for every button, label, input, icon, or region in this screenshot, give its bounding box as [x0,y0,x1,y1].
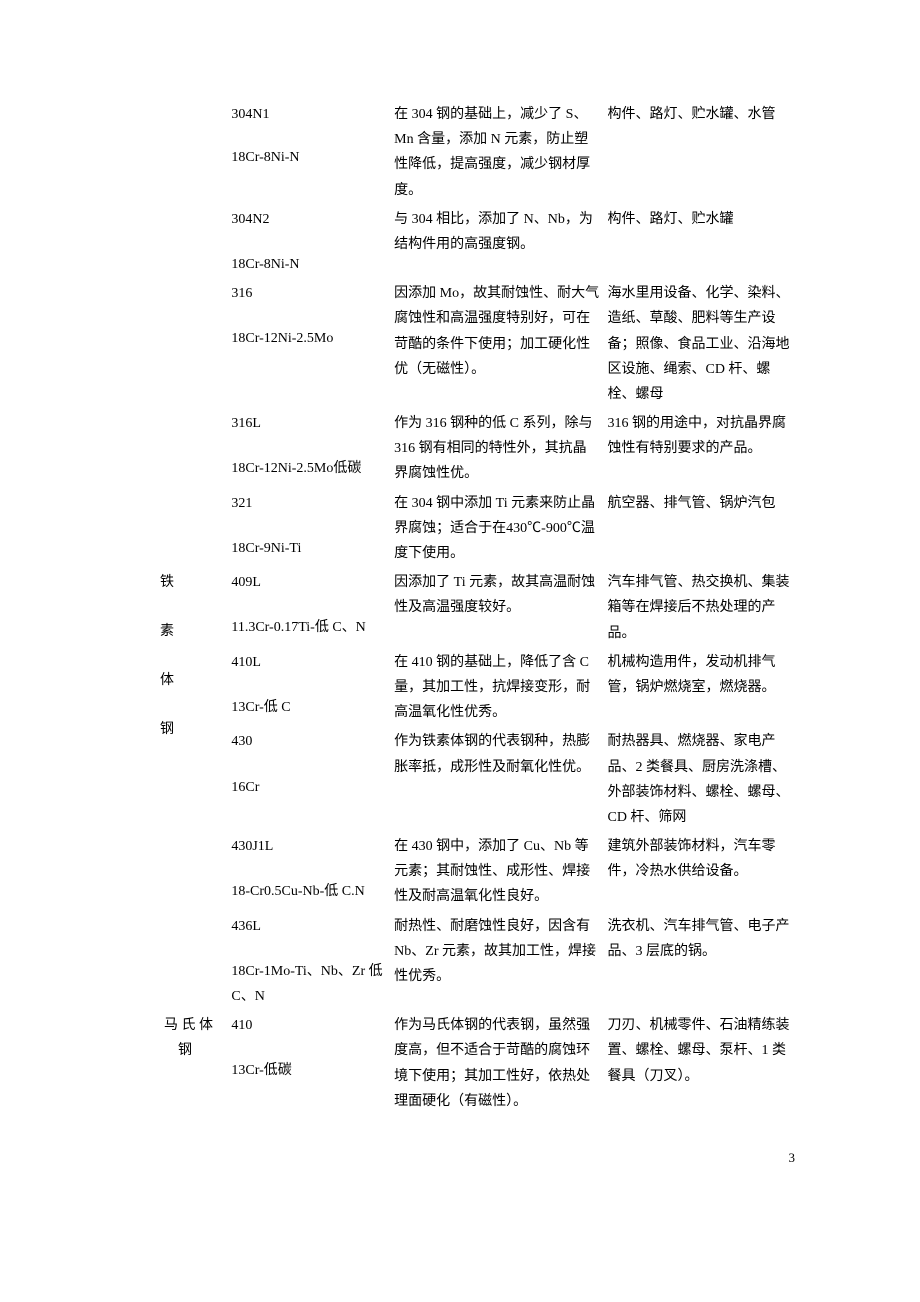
application-cell: 机械构造用件，发动机排气管，锅炉燃烧室，燃烧器。 [603,648,800,728]
characteristics-cell: 作为铁素体钢的代表钢种，热膨胀率抵，成形性及耐氧化性优。 [390,727,603,832]
application-cell: 海水里用设备、化学、染料、造纸、草酸、肥料等生产设备；照像、食品工业、沿海地区设… [603,279,800,409]
grade-cell: 410 13Cr-低碳 [227,1011,390,1116]
characteristics-cell: 因添加了 Ti 元素，故其高温耐蚀性及高温强度较好。 [390,568,603,648]
grade-cell: 316L 18Cr-12Ni-2.5Mo低碳 [227,409,390,489]
characteristics-cell: 作为马氏体钢的代表钢，虽然强度高，但不适合于苛酷的腐蚀环境下使用；其加工性好，依… [390,1011,603,1116]
application-cell: 洗衣机、汽车排气管、电子产品、3 层底的锅。 [603,912,800,1012]
grade-secondary: 18-Cr0.5Cu-Nb-低 C.N [231,879,386,904]
table-row: 321 18Cr-9Ni-Ti 在 304 钢中添加 Ti 元素来防止晶界腐蚀；… [160,489,800,569]
grade-secondary: 18Cr-12Ni-2.5Mo低碳 [231,456,386,481]
grade-cell: 304N1 18Cr-8Ni-N [227,100,390,205]
grade-primary: 430 [231,729,386,754]
table-row: 铁 素 体 钢 409L 11.3Cr-0.17Ti-低 C、N 因添加了 Ti… [160,568,800,648]
grade-primary: 316L [231,411,386,436]
category-cell [160,832,227,912]
category-label-ferritic: 铁 素 体 钢 [160,568,174,745]
table-row: 410L 13Cr-低 C 在 410 钢的基础上，降低了含 C 量，其加工性，… [160,648,800,728]
table-row: 304N1 18Cr-8Ni-N 在 304 钢的基础上，减少了 S、Mn 含量… [160,100,800,205]
application-cell: 航空器、排气管、锅炉汽包 [603,489,800,569]
steel-grades-table: 304N1 18Cr-8Ni-N 在 304 钢的基础上，减少了 S、Mn 含量… [160,100,800,1116]
grade-cell: 410L 13Cr-低 C [227,648,390,728]
table-row: 马 氏 体 钢 410 13Cr-低碳 作为马氏体钢的代表钢，虽然强度高，但不适… [160,1011,800,1116]
characteristics-cell: 在 430 钢中，添加了 Cu、Nb 等元素；其耐蚀性、成形性、焊接性及耐高温氧… [390,832,603,912]
grade-cell: 316 18Cr-12Ni-2.5Mo [227,279,390,409]
application-cell: 构件、路灯、贮水罐、水管 [603,100,800,205]
grade-cell: 430 16Cr [227,727,390,832]
grade-secondary: 18Cr-8Ni-N [231,252,386,277]
table-row: 316 18Cr-12Ni-2.5Mo 因添加 Mo，故其耐蚀性、耐大气腐蚀性和… [160,279,800,409]
application-cell: 耐热器具、燃烧器、家电产品、2 类餐具、厨房洗涤槽、外部装饰材料、螺栓、螺母、C… [603,727,800,832]
grade-primary: 304N2 [231,207,386,232]
grade-cell: 321 18Cr-9Ni-Ti [227,489,390,569]
grade-cell: 436L 18Cr-1Mo-Ti、Nb、Zr 低 C、N [227,912,390,1012]
characteristics-cell: 耐热性、耐磨蚀性良好，因含有 Nb、Zr 元素，故其加工性，焊接性优秀。 [390,912,603,1012]
page-number: 3 [160,1146,800,1169]
grade-primary: 304N1 [231,102,386,127]
grade-secondary: 18Cr-9Ni-Ti [231,536,386,561]
category-cell [160,205,227,279]
characteristics-cell: 在 304 钢中添加 Ti 元素来防止晶界腐蚀；适合于在430℃-900℃温度下… [390,489,603,569]
grade-secondary: 13Cr-低碳 [231,1058,386,1083]
grade-cell: 409L 11.3Cr-0.17Ti-低 C、N [227,568,390,648]
application-cell: 构件、路灯、贮水罐 [603,205,800,279]
category-cell: 铁 素 体 钢 [160,568,227,648]
category-cell [160,409,227,489]
grade-primary: 410 [231,1013,386,1038]
grade-primary: 316 [231,281,386,306]
grade-primary: 410L [231,650,386,675]
grade-primary: 321 [231,491,386,516]
characteristics-cell: 因添加 Mo，故其耐蚀性、耐大气腐蚀性和高温强度特别好，可在苛酷的条件下使用；加… [390,279,603,409]
characteristics-cell: 作为 316 钢种的低 C 系列，除与 316 钢有相同的特性外，其抗晶界腐蚀性… [390,409,603,489]
table-row: 316L 18Cr-12Ni-2.5Mo低碳 作为 316 钢种的低 C 系列，… [160,409,800,489]
category-cell [160,489,227,569]
characteristics-cell: 在 304 钢的基础上，减少了 S、Mn 含量，添加 N 元素，防止塑性降低，提… [390,100,603,205]
application-cell: 316 钢的用途中，对抗晶界腐蚀性有特别要求的产品。 [603,409,800,489]
characteristics-cell: 与 304 相比，添加了 N、Nb，为结构件用的高强度钢。 [390,205,603,279]
application-cell: 汽车排气管、热交换机、集装箱等在焊接后不热处理的产品。 [603,568,800,648]
grade-primary: 436L [231,914,386,939]
grade-secondary: 16Cr [231,775,386,800]
characteristics-cell: 在 410 钢的基础上，降低了含 C 量，其加工性，抗焊接变形，耐高温氧化性优秀… [390,648,603,728]
grade-secondary: 18Cr-1Mo-Ti、Nb、Zr 低 C、N [231,959,386,1009]
category-cell: 马 氏 体 钢 [160,1011,227,1116]
grade-cell: 304N2 18Cr-8Ni-N [227,205,390,279]
grade-secondary: 18Cr-8Ni-N [231,145,386,170]
grade-primary: 430J1L [231,834,386,859]
table-row: 430J1L 18-Cr0.5Cu-Nb-低 C.N 在 430 钢中，添加了 … [160,832,800,912]
application-cell: 建筑外部装饰材料，汽车零件，冷热水供给设备。 [603,832,800,912]
grade-secondary: 13Cr-低 C [231,695,386,720]
application-cell: 刀刃、机械零件、石油精练装置、螺栓、螺母、泵杆、1 类餐具（刀叉）。 [603,1011,800,1116]
grade-cell: 430J1L 18-Cr0.5Cu-Nb-低 C.N [227,832,390,912]
grade-secondary: 18Cr-12Ni-2.5Mo [231,326,386,351]
grade-secondary: 11.3Cr-0.17Ti-低 C、N [231,615,386,640]
category-cell [160,912,227,1012]
category-label-martensitic: 马 氏 体 钢 [164,1013,223,1063]
table-row: 436L 18Cr-1Mo-Ti、Nb、Zr 低 C、N 耐热性、耐磨蚀性良好，… [160,912,800,1012]
table-row: 304N2 18Cr-8Ni-N 与 304 相比，添加了 N、Nb，为结构件用… [160,205,800,279]
category-cell [160,279,227,409]
table-row: 430 16Cr 作为铁素体钢的代表钢种，热膨胀率抵，成形性及耐氧化性优。 耐热… [160,727,800,832]
category-cell [160,100,227,205]
grade-primary: 409L [231,570,386,595]
